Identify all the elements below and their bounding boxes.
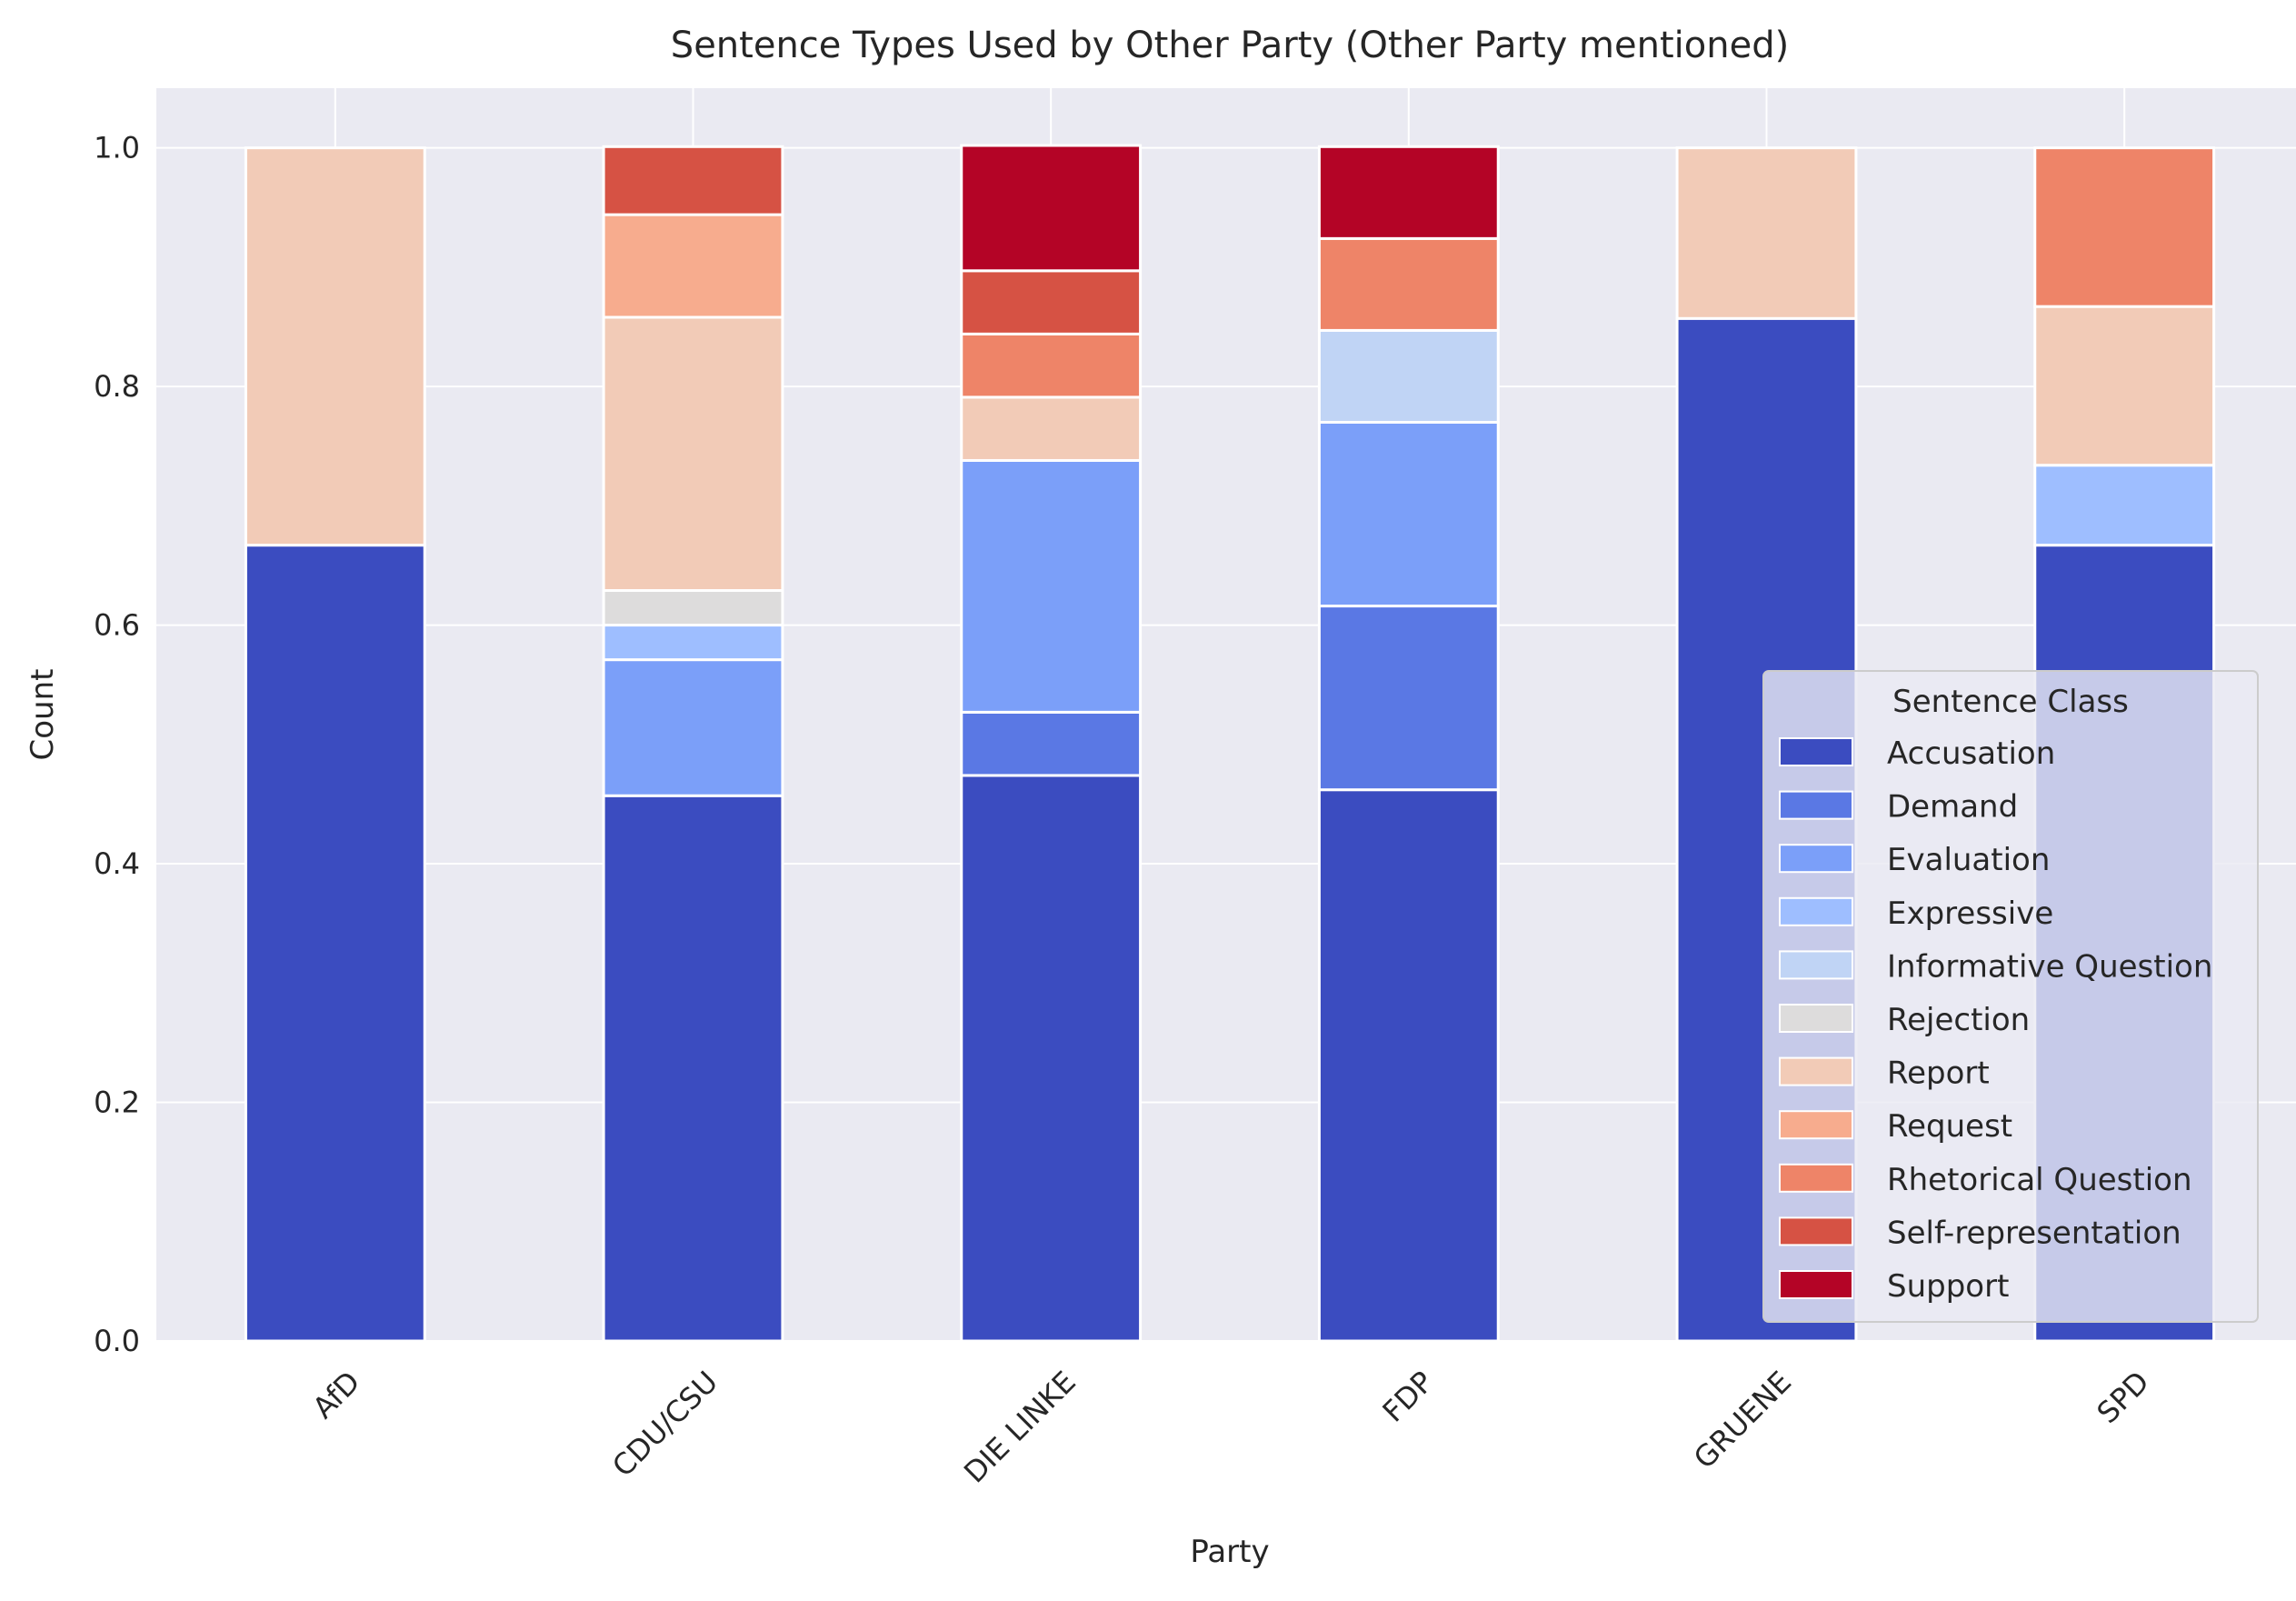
bar-segment-die-linke-demand	[960, 710, 1143, 777]
bar-segment-die-linke-support	[960, 144, 1143, 273]
legend-swatch-10	[1779, 1270, 1853, 1299]
x-axis-ticks: AfD CDU/CSU DIE LINKE FDP GRUENE SPD	[306, 1365, 2156, 1490]
legend: Sentence Class Accusation Demand Evaluatio…	[1762, 670, 2259, 1323]
x-tick-label-1: CDU/CSU	[605, 1365, 724, 1484]
legend-swatch-8	[1779, 1163, 1853, 1193]
legend-label-8: Rhetorical Question	[1887, 1162, 2192, 1198]
legend-label-7: Request	[1887, 1108, 2012, 1145]
legend-box	[1762, 670, 2259, 1323]
chart-title: Sentence Types Used by Other Party (Othe…	[671, 25, 1789, 66]
bar-segment-fdp-accusation	[1317, 788, 1500, 1343]
y-tick-label-5: 1.0	[94, 131, 140, 165]
y-axis-label: Count	[25, 669, 61, 761]
legend-label-1: Demand	[1887, 789, 2018, 826]
bar-segment-cdu-csu-evaluation	[602, 658, 784, 797]
legend-label-2: Evaluation	[1887, 842, 2050, 878]
y-tick-label-0: 0.0	[94, 1324, 140, 1358]
bar-segment-afd-report	[244, 146, 426, 547]
x-tick-label-4: GRUENE	[1687, 1365, 1798, 1476]
bar-segment-fdp-evaluation	[1317, 420, 1500, 608]
bar-segment-die-linke-self-representation	[960, 269, 1143, 335]
bar-segment-gruene-report	[1675, 146, 1858, 320]
legend-label-0: Accusation	[1887, 735, 2055, 772]
bar-segment-fdp-informative-question	[1317, 328, 1500, 424]
y-tick-label-1: 0.2	[94, 1086, 140, 1120]
bar-segment-cdu-csu-accusation	[602, 794, 784, 1343]
bar-segment-fdp-support	[1317, 145, 1500, 240]
bar-segment-die-linke-accusation	[960, 774, 1143, 1343]
legend-label-5: Rejection	[1887, 1002, 2030, 1038]
bar-segment-spd-expressive	[2033, 464, 2216, 547]
legend-swatch-2	[1779, 844, 1853, 874]
legend-swatch-6	[1779, 1056, 1853, 1086]
bar-segment-cdu-csu-request	[602, 213, 784, 319]
legend-label-9: Self-representation	[1887, 1215, 2181, 1251]
bar-segment-die-linke-rhetorical-question	[960, 332, 1143, 399]
legend-label-6: Report	[1887, 1056, 1990, 1092]
legend-swatch-5	[1779, 1004, 1853, 1033]
bar-segment-die-linke-report	[960, 395, 1143, 462]
y-axis-ticks: 0.0 0.2 0.4 0.6 0.8 1.0	[94, 131, 140, 1358]
legend-swatch-3	[1779, 896, 1853, 926]
legend-title: Sentence Class	[1892, 684, 2129, 720]
legend-label-3: Expressive	[1887, 896, 2053, 932]
bar-segment-cdu-csu-report	[602, 315, 784, 593]
x-tick-label-0: AfD	[306, 1365, 367, 1426]
bar-segment-spd-rhetorical-question	[2033, 146, 2216, 308]
legend-swatch-7	[1779, 1110, 1853, 1140]
bar-segment-spd-report	[2033, 305, 2216, 467]
legend-swatch-9	[1779, 1216, 1853, 1246]
bar-segment-cdu-csu-self-representation	[602, 145, 784, 216]
legend-label-4: Informative Question	[1887, 948, 2212, 985]
x-axis-label: Party	[1190, 1534, 1269, 1570]
bar-segment-cdu-csu-expressive	[602, 624, 784, 662]
bar-segment-fdp-demand	[1317, 605, 1500, 792]
bar-segment-afd-accusation	[244, 544, 426, 1343]
legend-label-10: Support	[1887, 1268, 2009, 1305]
y-tick-label-2: 0.4	[94, 846, 140, 881]
legend-swatch-0	[1779, 737, 1853, 766]
y-tick-label-4: 0.8	[94, 369, 140, 404]
x-tick-label-5: SPD	[2090, 1365, 2155, 1430]
bar-segment-fdp-rhetorical-question	[1317, 236, 1500, 332]
x-tick-label-3: FDP	[1376, 1365, 1441, 1429]
legend-swatch-1	[1779, 790, 1853, 820]
bar-segment-die-linke-evaluation	[960, 458, 1143, 714]
x-tick-label-2: DIE LINKE	[957, 1365, 1083, 1490]
legend-swatch-4	[1779, 950, 1853, 980]
bar-segment-cdu-csu-rejection	[602, 589, 784, 627]
y-tick-label-3: 0.6	[94, 608, 140, 643]
